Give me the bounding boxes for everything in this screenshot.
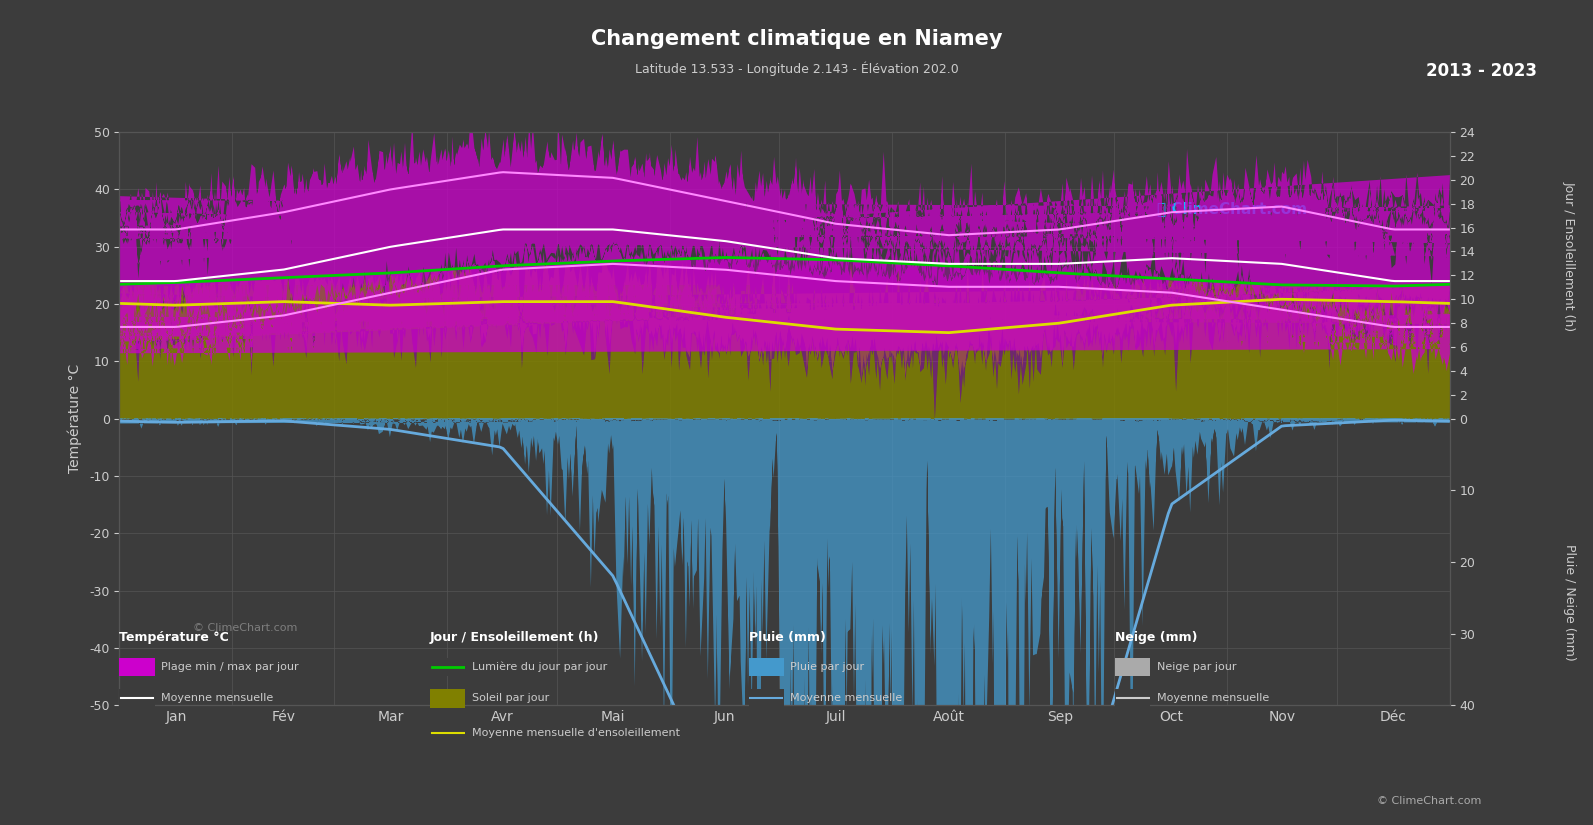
Text: © ClimeChart.com: © ClimeChart.com — [193, 623, 296, 633]
Y-axis label: Température °C: Température °C — [68, 364, 83, 474]
Text: Lumière du jour par jour: Lumière du jour par jour — [472, 662, 607, 672]
Text: Neige (mm): Neige (mm) — [1115, 631, 1198, 644]
Text: Pluie par jour: Pluie par jour — [790, 662, 865, 672]
Text: Moyenne mensuelle: Moyenne mensuelle — [1157, 694, 1268, 704]
Text: Changement climatique en Niamey: Changement climatique en Niamey — [591, 29, 1002, 49]
Text: Jour / Ensoleillement (h): Jour / Ensoleillement (h) — [430, 631, 599, 644]
Text: Pluie (mm): Pluie (mm) — [749, 631, 825, 644]
Text: © ClimeChart.com: © ClimeChart.com — [1376, 796, 1481, 806]
Text: Température °C: Température °C — [119, 631, 229, 644]
Text: Soleil par jour: Soleil par jour — [472, 694, 548, 704]
Text: Moyenne mensuelle: Moyenne mensuelle — [161, 694, 272, 704]
Text: Neige par jour: Neige par jour — [1157, 662, 1236, 672]
Text: Plage min / max par jour: Plage min / max par jour — [161, 662, 298, 672]
Text: 🌍 ClimeChart.com: 🌍 ClimeChart.com — [1157, 200, 1308, 216]
Text: Latitude 13.533 - Longitude 2.143 - Élévation 202.0: Latitude 13.533 - Longitude 2.143 - Élév… — [634, 62, 959, 77]
Text: Moyenne mensuelle d'ensoleillement: Moyenne mensuelle d'ensoleillement — [472, 728, 680, 738]
Text: 2013 - 2023: 2013 - 2023 — [1426, 62, 1537, 80]
Text: Moyenne mensuelle: Moyenne mensuelle — [790, 694, 902, 704]
Text: Jour / Ensoleillement (h): Jour / Ensoleillement (h) — [1563, 181, 1575, 331]
Text: Pluie / Neige (mm): Pluie / Neige (mm) — [1563, 544, 1575, 661]
